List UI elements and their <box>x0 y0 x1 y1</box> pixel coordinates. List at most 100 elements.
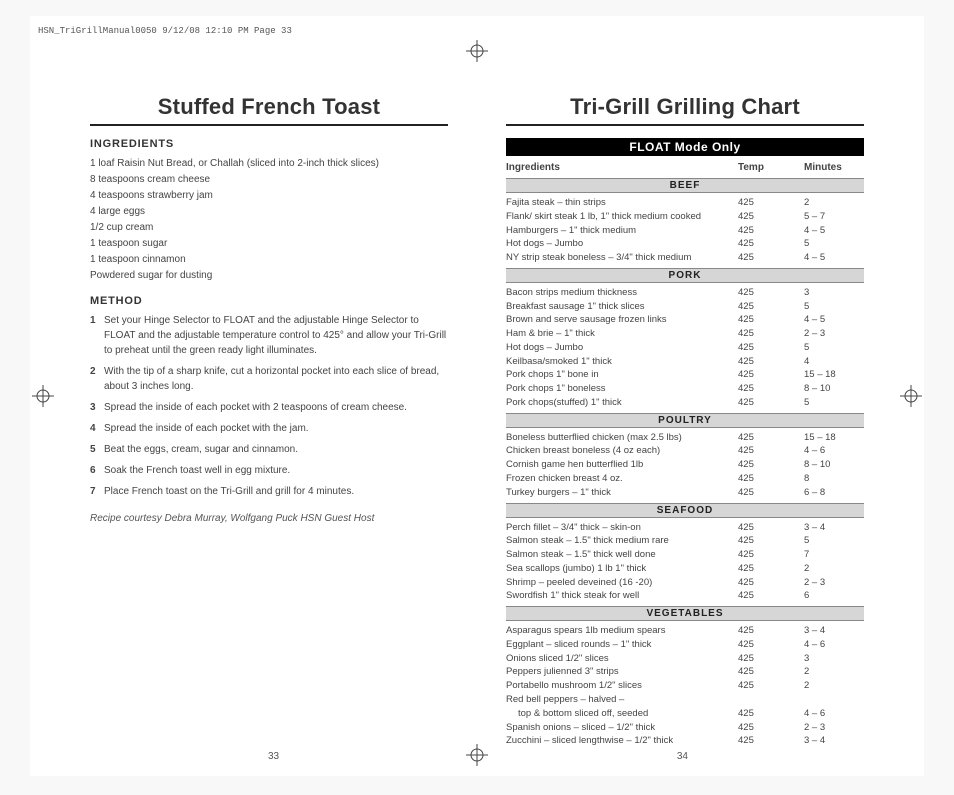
cell-ingredient: Boneless butterflied chicken (max 2.5 lb… <box>506 431 738 445</box>
right-column: Tri-Grill Grilling Chart FLOAT Mode Only… <box>506 94 864 740</box>
cell-temp: 425 <box>738 196 804 210</box>
chart-row: Bacon strips medium thickness4253 <box>506 286 864 300</box>
chart-row: top & bottom sliced off, seeded4254 – 6 <box>506 707 864 721</box>
cell-minutes: 4 <box>804 355 864 369</box>
chart-row: Perch fillet – 3/4" thick – skin-on4253 … <box>506 521 864 535</box>
cell-minutes: 8 – 10 <box>804 458 864 472</box>
cell-minutes <box>804 693 864 707</box>
step-number: 3 <box>90 400 104 415</box>
cell-minutes: 2 – 3 <box>804 721 864 735</box>
cell-ingredient: Flank/ skirt steak 1 lb, 1" thick medium… <box>506 210 738 224</box>
cell-temp: 425 <box>738 562 804 576</box>
cell-minutes: 5 <box>804 534 864 548</box>
chart-row: Boneless butterflied chicken (max 2.5 lb… <box>506 431 864 445</box>
cell-ingredient: Swordfish 1" thick steak for well <box>506 589 738 603</box>
cell-ingredient: Pork chops 1" bone in <box>506 368 738 382</box>
cell-minutes: 3 – 4 <box>804 521 864 535</box>
cell-ingredient: NY strip steak boneless – 3/4" thick med… <box>506 251 738 265</box>
ingredient-line: 4 large eggs <box>90 204 448 219</box>
left-column: Stuffed French Toast INGREDIENTS 1 loaf … <box>90 94 448 740</box>
step-text: Soak the French toast well in egg mixtur… <box>104 463 290 478</box>
cell-minutes: 4 – 5 <box>804 313 864 327</box>
method-step: 7Place French toast on the Tri-Grill and… <box>90 484 448 499</box>
cell-minutes: 2 <box>804 679 864 693</box>
cell-temp: 425 <box>738 286 804 300</box>
chart-row: Fajita steak – thin strips4252 <box>506 196 864 210</box>
cell-ingredient: Shrimp – peeled deveined (16 -20) <box>506 576 738 590</box>
chart-row: Eggplant – sliced rounds – 1" thick4254 … <box>506 638 864 652</box>
cell-ingredient: Spanish onions – sliced – 1/2" thick <box>506 721 738 735</box>
cell-temp: 425 <box>738 355 804 369</box>
chart-row: Salmon steak – 1.5" thick well done4257 <box>506 548 864 562</box>
method-step: 5Beat the eggs, cream, sugar and cinnamo… <box>90 442 448 457</box>
cell-minutes: 2 <box>804 562 864 576</box>
chart-row: Hot dogs – Jumbo4255 <box>506 237 864 251</box>
cell-temp: 425 <box>738 652 804 666</box>
doc-header-strip: HSN_TriGrillManual0050 9/12/08 12:10 PM … <box>38 26 292 36</box>
cell-minutes: 2 <box>804 196 864 210</box>
step-number: 6 <box>90 463 104 478</box>
cell-minutes: 15 – 18 <box>804 431 864 445</box>
ingredient-line: 1 teaspoon cinnamon <box>90 252 448 267</box>
cell-ingredient: Zucchini – sliced lengthwise – 1/2" thic… <box>506 734 738 748</box>
cell-minutes: 3 – 4 <box>804 734 864 748</box>
recipe-title: Stuffed French Toast <box>90 94 448 126</box>
category-bar: PORK <box>506 269 864 282</box>
cell-ingredient: Frozen chicken breast 4 oz. <box>506 472 738 486</box>
method-list: 1Set your Hinge Selector to FLOAT and th… <box>90 313 448 499</box>
cell-ingredient: Cornish game hen butterflied 1lb <box>506 458 738 472</box>
step-text: Spread the inside of each pocket with th… <box>104 421 309 436</box>
cell-temp: 425 <box>738 624 804 638</box>
registration-mark-right <box>900 385 922 407</box>
ingredient-line: 8 teaspoons cream cheese <box>90 172 448 187</box>
chart-row: Brown and serve sausage frozen links4254… <box>506 313 864 327</box>
chart-row: Spanish onions – sliced – 1/2" thick4252… <box>506 721 864 735</box>
cell-temp: 425 <box>738 721 804 735</box>
cell-ingredient: Eggplant – sliced rounds – 1" thick <box>506 638 738 652</box>
cell-ingredient: Keilbasa/smoked 1" thick <box>506 355 738 369</box>
chart-row: Onions sliced 1/2" slices4253 <box>506 652 864 666</box>
cell-temp: 425 <box>738 638 804 652</box>
registration-mark-left <box>32 385 54 407</box>
cell-minutes: 6 <box>804 589 864 603</box>
cell-minutes: 3 <box>804 286 864 300</box>
cell-minutes: 6 – 8 <box>804 486 864 500</box>
cell-ingredient: Turkey burgers – 1" thick <box>506 486 738 500</box>
chart-row: Peppers julienned 3" strips4252 <box>506 665 864 679</box>
chart-row: Turkey burgers – 1" thick4256 – 8 <box>506 486 864 500</box>
cell-minutes: 7 <box>804 548 864 562</box>
cell-temp: 425 <box>738 251 804 265</box>
cell-minutes: 5 <box>804 396 864 410</box>
grilling-chart: Ingredients Temp Minutes BEEFFajita stea… <box>506 162 864 748</box>
chart-row: Portabello mushroom 1/2" slices4252 <box>506 679 864 693</box>
cell-ingredient: top & bottom sliced off, seeded <box>506 707 738 721</box>
chart-row: Pork chops 1" boneless4258 – 10 <box>506 382 864 396</box>
cell-temp: 425 <box>738 237 804 251</box>
cell-ingredient: Hot dogs – Jumbo <box>506 341 738 355</box>
cell-minutes: 2 – 3 <box>804 327 864 341</box>
step-text: Place French toast on the Tri-Grill and … <box>104 484 354 499</box>
step-number: 5 <box>90 442 104 457</box>
cell-temp: 425 <box>738 444 804 458</box>
cell-temp: 425 <box>738 679 804 693</box>
cell-ingredient: Ham & brie – 1" thick <box>506 327 738 341</box>
cell-minutes: 4 – 6 <box>804 444 864 458</box>
cell-ingredient: Hamburgers – 1" thick medium <box>506 224 738 238</box>
cell-ingredient: Salmon steak – 1.5" thick medium rare <box>506 534 738 548</box>
method-step: 6Soak the French toast well in egg mixtu… <box>90 463 448 478</box>
cell-temp: 425 <box>738 313 804 327</box>
cell-temp: 425 <box>738 431 804 445</box>
cell-ingredient: Peppers julienned 3" strips <box>506 665 738 679</box>
cell-temp: 425 <box>738 521 804 535</box>
cell-ingredient: Brown and serve sausage frozen links <box>506 313 738 327</box>
method-step: 4Spread the inside of each pocket with t… <box>90 421 448 436</box>
chart-row: Pork chops 1" bone in42515 – 18 <box>506 368 864 382</box>
chart-row: Zucchini – sliced lengthwise – 1/2" thic… <box>506 734 864 748</box>
cell-ingredient: Portabello mushroom 1/2" slices <box>506 679 738 693</box>
chart-row: Red bell peppers – halved – <box>506 693 864 707</box>
col-temp: Temp <box>738 162 804 173</box>
chart-row: Breakfast sausage 1" thick slices4255 <box>506 300 864 314</box>
cell-temp: 425 <box>738 368 804 382</box>
cell-temp: 425 <box>738 589 804 603</box>
chart-row: Frozen chicken breast 4 oz.4258 <box>506 472 864 486</box>
